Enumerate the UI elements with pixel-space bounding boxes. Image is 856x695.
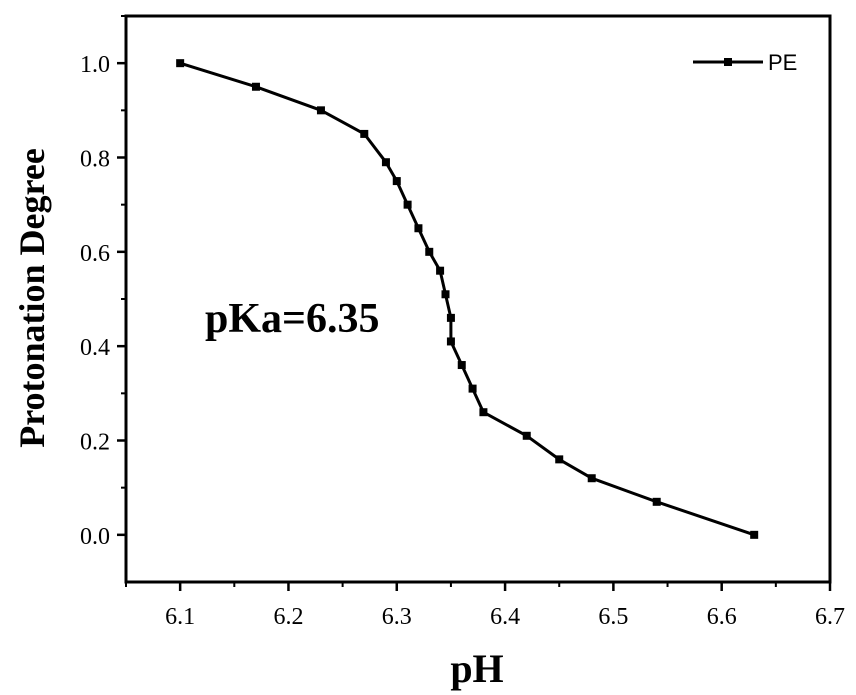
pka-annotation: pKa=6.35 <box>205 296 379 342</box>
data-point <box>403 200 412 209</box>
x-tick-label: 6.6 <box>707 604 737 630</box>
y-tick-label: 0.0 <box>80 524 110 550</box>
x-tick-label: 6.3 <box>382 604 412 630</box>
legend: PE <box>693 50 797 75</box>
x-tick-label: 6.5 <box>598 604 628 630</box>
y-axis-title: Protonation Degree <box>12 148 52 448</box>
x-tick-label: 6.1 <box>165 604 195 630</box>
y-tick-label: 0.8 <box>80 147 110 173</box>
data-point <box>360 129 369 138</box>
axis-ticks <box>117 15 832 591</box>
data-point <box>522 431 531 440</box>
series-layer <box>176 59 759 539</box>
data-point <box>414 224 423 233</box>
data-point <box>381 158 390 167</box>
data-point <box>392 177 401 186</box>
tick-labels: 6.1 6.2 6.3 6.4 6.5 6.6 6.7 0.0 0.2 0.4 0.6 0.8 1.0 <box>80 52 845 630</box>
data-point <box>176 59 185 68</box>
data-point <box>441 290 450 299</box>
x-axis-title: pH <box>450 646 503 691</box>
x-tick-label: 6.4 <box>490 604 520 630</box>
data-point <box>587 474 596 483</box>
y-tick-label: 0.2 <box>80 430 110 456</box>
y-tick-label: 1.0 <box>80 52 110 78</box>
data-point <box>750 530 759 539</box>
data-point <box>555 455 564 464</box>
data-point <box>446 337 455 346</box>
legend-marker <box>724 58 732 66</box>
data-point <box>652 497 661 506</box>
data-point <box>436 266 445 275</box>
x-tick-label: 6.7 <box>815 604 845 630</box>
data-point <box>479 408 488 417</box>
y-tick-label: 0.4 <box>80 335 110 361</box>
x-tick-label: 6.2 <box>273 604 303 630</box>
data-point <box>425 247 434 256</box>
data-point <box>251 82 260 91</box>
y-tick-label: 0.6 <box>80 241 110 267</box>
data-point <box>457 361 466 370</box>
data-point <box>446 313 455 322</box>
legend-label-pe: PE <box>768 50 797 75</box>
data-point <box>316 106 325 115</box>
data-point <box>468 384 477 393</box>
